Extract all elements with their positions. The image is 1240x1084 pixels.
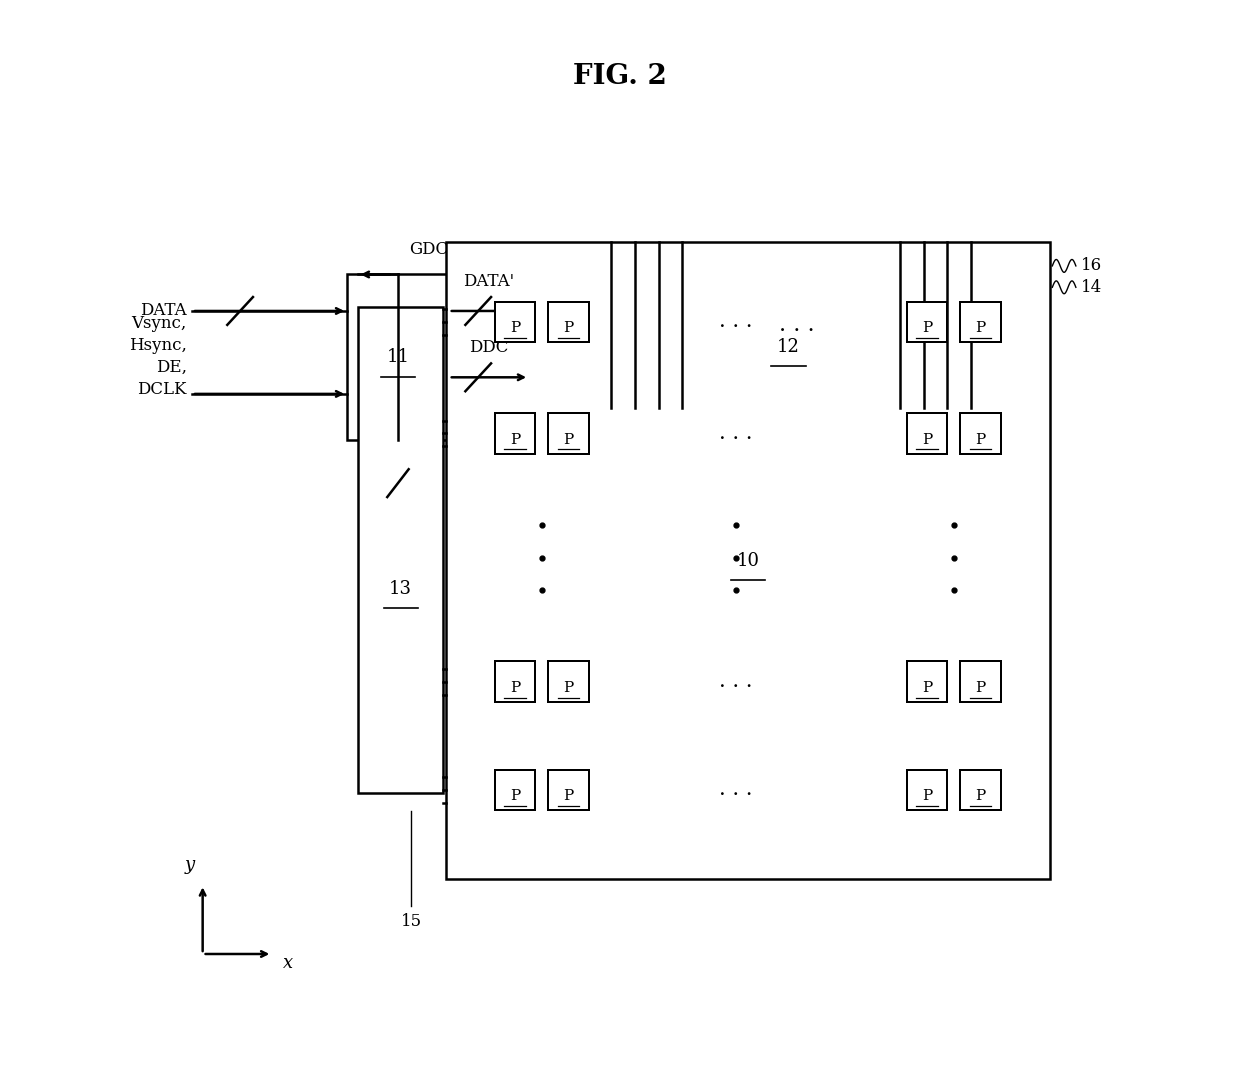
Bar <box>358 307 444 793</box>
Bar <box>347 274 449 440</box>
Text: P: P <box>510 321 521 335</box>
Text: 11: 11 <box>387 348 409 366</box>
Text: P: P <box>510 789 521 803</box>
Text: P: P <box>976 789 986 803</box>
Text: 15: 15 <box>401 914 422 930</box>
Text: . . .: . . . <box>779 314 815 336</box>
Text: P: P <box>563 433 574 447</box>
Text: P: P <box>563 321 574 335</box>
Bar <box>960 301 1001 343</box>
Text: P: P <box>563 789 574 803</box>
Text: GDC: GDC <box>409 242 448 258</box>
Bar <box>960 413 1001 454</box>
Text: DATA': DATA' <box>464 272 515 289</box>
Bar <box>960 661 1001 702</box>
Text: . . .: . . . <box>719 312 753 332</box>
Text: 12: 12 <box>777 338 800 356</box>
Bar <box>548 413 589 454</box>
Text: . . .: . . . <box>719 424 753 443</box>
Text: 10: 10 <box>737 552 759 570</box>
Text: 13: 13 <box>389 580 412 598</box>
Bar <box>495 770 536 810</box>
Text: P: P <box>976 321 986 335</box>
Bar <box>495 413 536 454</box>
Bar <box>906 301 947 343</box>
Bar <box>548 661 589 702</box>
Bar <box>529 285 1048 409</box>
Bar <box>906 770 947 810</box>
Text: P: P <box>923 681 932 695</box>
Bar <box>960 770 1001 810</box>
Text: P: P <box>563 681 574 695</box>
Bar <box>906 413 947 454</box>
Bar <box>445 243 1050 879</box>
Text: FIG. 2: FIG. 2 <box>573 63 667 90</box>
Bar <box>495 661 536 702</box>
Text: DDC: DDC <box>469 339 508 356</box>
Text: y: y <box>185 855 195 874</box>
Text: P: P <box>923 321 932 335</box>
Text: . . .: . . . <box>719 672 753 692</box>
Text: P: P <box>923 789 932 803</box>
Text: 14: 14 <box>1081 279 1102 296</box>
Bar <box>548 770 589 810</box>
Text: DATA: DATA <box>140 302 186 320</box>
Text: 16: 16 <box>1081 257 1102 274</box>
Bar <box>548 301 589 343</box>
Text: Vsync,
Hsync,
DE,
DCLK: Vsync, Hsync, DE, DCLK <box>129 314 186 398</box>
Text: P: P <box>510 681 521 695</box>
Text: x: x <box>283 954 293 971</box>
Text: . . .: . . . <box>719 780 753 799</box>
Bar <box>495 301 536 343</box>
Text: P: P <box>923 433 932 447</box>
Bar <box>906 661 947 702</box>
Text: P: P <box>976 681 986 695</box>
Text: P: P <box>510 433 521 447</box>
Text: P: P <box>976 433 986 447</box>
